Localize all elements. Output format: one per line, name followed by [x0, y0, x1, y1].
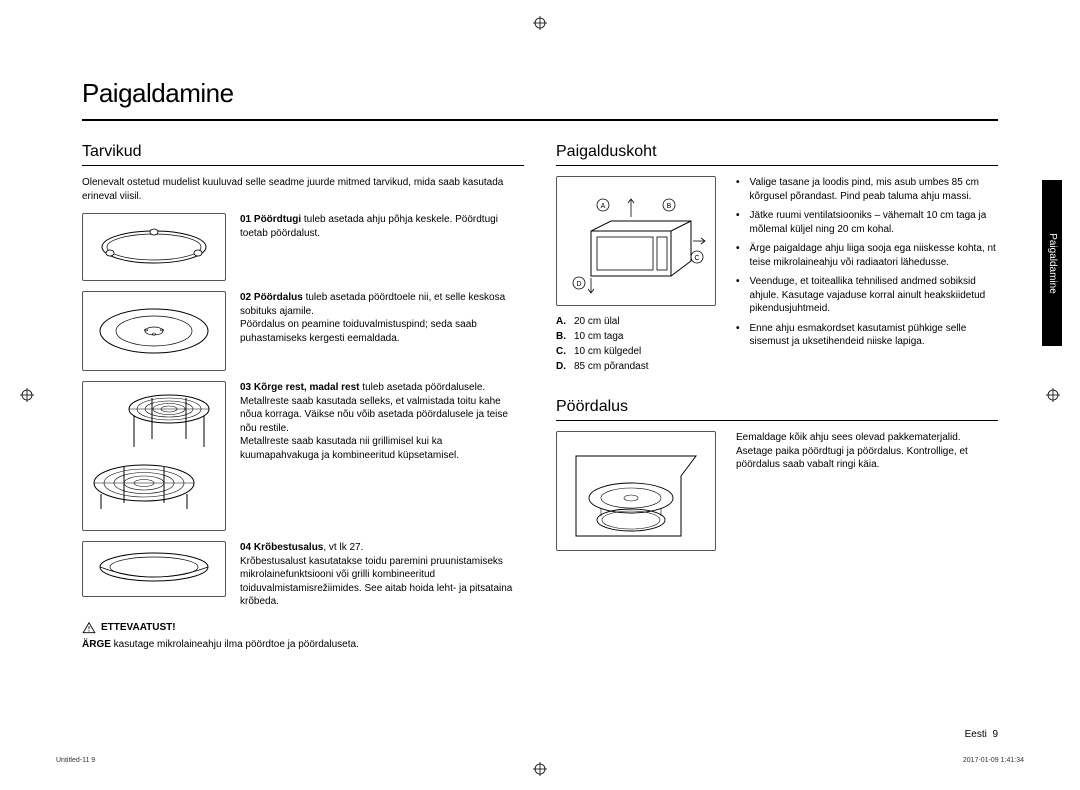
install-bullets: Valige tasane ja loodis pind, mis asub u…	[736, 176, 998, 374]
svg-text:D: D	[576, 281, 581, 288]
bullet-text: Ärge paigaldage ahju liiga sooja ega nii…	[750, 242, 998, 269]
section-heading-paigalduskoht: Paigalduskoht	[556, 143, 998, 161]
accessory-image-roller-ring	[82, 213, 226, 281]
installation-diagram: A B C D	[556, 176, 716, 306]
svg-text:A: A	[601, 203, 606, 210]
bullet-text: Jätke ruumi ventilatsiooniks – vähemalt …	[750, 209, 998, 236]
legend-key: B.	[556, 329, 574, 344]
accessory-row: 02 Pöördalus tuleb asetada pöördtoele ni…	[82, 291, 524, 371]
caution-text: ÄRGE kasutage mikrolaineahju ilma pöördt…	[82, 638, 524, 652]
warning-icon	[82, 621, 96, 635]
legend-val: 10 cm taga	[574, 331, 623, 342]
tarvikud-intro: Olenevalt ostetud mudelist kuuluvad sell…	[82, 176, 524, 203]
turntable-diagram	[556, 431, 716, 551]
svg-text:B: B	[667, 203, 672, 210]
footer-lang: Eesti	[965, 729, 987, 740]
section-rule	[556, 165, 998, 166]
item-num: 02	[240, 292, 251, 303]
item-label: Pöördtugi	[254, 214, 301, 225]
svg-text:C: C	[694, 255, 699, 262]
bullet-item: Ärge paigaldage ahju liiga sooja ega nii…	[736, 242, 998, 269]
accessory-image-racks	[82, 381, 226, 531]
turntable-text: Eemaldage kõik ahju sees olevad pakkemat…	[736, 431, 998, 551]
item-num: 03	[240, 382, 251, 393]
legend-key: D.	[556, 359, 574, 374]
legend-val: 20 cm ülal	[574, 316, 620, 327]
bullet-item: Enne ahju esmakordset kasutamist pühkige…	[736, 322, 998, 349]
legend-key: C.	[556, 344, 574, 359]
bullet-item: Valige tasane ja loodis pind, mis asub u…	[736, 176, 998, 203]
page-footer: Eesti 9	[965, 729, 998, 740]
accessory-text: 02 Pöördalus tuleb asetada pöördtoele ni…	[240, 291, 524, 371]
item-label: Pöördalus	[254, 292, 303, 303]
accessory-row: 04 Krõbestusalus, vt lk 27. Krõbestusalu…	[82, 541, 524, 609]
accessory-row: 01 Pöördtugi tuleb asetada ahju põhja ke…	[82, 213, 524, 281]
caution-bold: ÄRGE	[82, 639, 111, 650]
section-rule	[82, 165, 524, 166]
bullet-text: Enne ahju esmakordset kasutamist pühkige…	[750, 322, 998, 349]
bullet-text: Valige tasane ja loodis pind, mis asub u…	[750, 176, 998, 203]
accessory-text: 04 Krõbestusalus, vt lk 27. Krõbestusalu…	[240, 541, 524, 609]
page-title: Paigaldamine	[82, 78, 998, 109]
accessory-row: 03 Kõrge rest, madal rest tuleb asetada …	[82, 381, 524, 531]
item-label: Kõrge rest, madal rest	[254, 382, 360, 393]
accessory-image-crusty-plate	[82, 541, 226, 597]
install-legend: A.20 cm ülal B.10 cm taga C.10 cm külged…	[556, 314, 716, 374]
bullet-item: Jätke ruumi ventilatsiooniks – vähemalt …	[736, 209, 998, 236]
caution-body: kasutage mikrolaineahju ilma pöördtoe ja…	[111, 639, 359, 650]
footer-page: 9	[992, 729, 998, 740]
section-heading-tarvikud: Tarvikud	[82, 143, 524, 161]
accessory-image-turntable	[82, 291, 226, 371]
caution-row: ETTEVAATUST!	[82, 621, 524, 635]
item-num: 04	[240, 542, 251, 553]
legend-val: 10 cm külgedel	[574, 346, 641, 357]
bullet-text: Veenduge, et toiteallika tehnilised andm…	[750, 275, 998, 316]
accessory-text: 01 Pöördtugi tuleb asetada ahju põhja ke…	[240, 213, 524, 281]
caution-label: ETTEVAATUST!	[101, 622, 176, 633]
legend-val: 85 cm põrandast	[574, 361, 649, 372]
micro-footer-left: Untitled-11 9	[56, 757, 95, 764]
section-rule	[556, 420, 998, 421]
bullet-item: Veenduge, et toiteallika tehnilised andm…	[736, 275, 998, 316]
item-num: 01	[240, 214, 251, 225]
section-heading-poordalus: Pöördalus	[556, 398, 998, 416]
micro-footer-right: 2017-01-09 1:41:34	[963, 757, 1024, 764]
accessory-text: 03 Kõrge rest, madal rest tuleb asetada …	[240, 381, 524, 531]
legend-key: A.	[556, 314, 574, 329]
item-label: Krõbestusalus	[254, 542, 323, 553]
item-body: tuleb asetada pöördalusele. Metallreste …	[240, 382, 508, 461]
title-rule	[82, 119, 998, 121]
registration-mark-bottom	[533, 762, 547, 776]
